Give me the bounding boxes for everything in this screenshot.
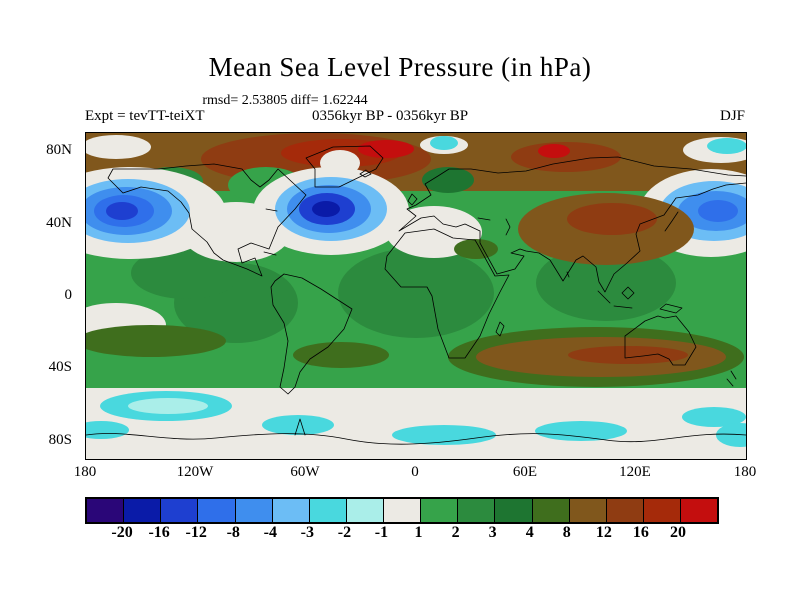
colorbar-tick-label: 2 (451, 524, 460, 541)
anomaly-region (535, 421, 627, 441)
anomaly-region (106, 202, 138, 220)
world-anomaly-map (86, 133, 746, 459)
lon-tick-label: 0 (411, 464, 419, 480)
colorbar-cell (87, 499, 125, 522)
lon-tick-label: 180 (733, 464, 757, 480)
colorbar-tick-label: 8 (562, 524, 571, 541)
anomaly-region (698, 200, 738, 222)
anomaly-region (358, 140, 414, 158)
anomaly-region (422, 167, 474, 193)
anomaly-region (86, 421, 129, 439)
anomaly-region (293, 342, 389, 368)
colorbar-tick-label: -12 (185, 524, 207, 541)
colorbar-cell (124, 499, 162, 522)
colorbar-cell (495, 499, 533, 522)
anomaly-region (538, 144, 570, 158)
anomaly-region (86, 135, 151, 159)
lat-tick-label: 40S (48, 359, 72, 376)
colorbar-cell (643, 499, 681, 522)
colorbar-tick-label: 20 (669, 524, 686, 541)
africa-coastline (384, 228, 510, 359)
anomaly-region (568, 346, 688, 364)
anomaly-region (682, 407, 746, 427)
colorbar-tick-label: -3 (300, 524, 315, 541)
colorbar-tick-label: -1 (374, 524, 389, 541)
colorbar-cell (161, 499, 199, 522)
greenland-coastline (305, 145, 384, 188)
colorbar-tick-label: -2 (337, 524, 352, 541)
colorbar-cell (421, 499, 459, 522)
lon-tick-label: 120E (619, 464, 651, 480)
lat-tick-label: 40N (46, 214, 72, 231)
australia-coastline (624, 315, 697, 366)
anomaly-region (430, 136, 458, 150)
colorbar-cell (458, 499, 496, 522)
north-america-coastline (107, 163, 307, 277)
colorbar-tick-label: 4 (525, 524, 534, 541)
lon-tick-label: 120W (176, 464, 214, 480)
experiment-label: Expt = tevTT-teiXT (85, 108, 205, 124)
lat-tick-label: 80S (48, 431, 72, 448)
colorbar-cell (272, 499, 310, 522)
anomaly-region (716, 423, 746, 447)
islands-coastline (263, 169, 737, 387)
anomaly-region (536, 245, 676, 321)
eurasia-coastline (398, 156, 746, 293)
colorbar-labels: -20 -16 -12 -8 -4 -3 -2 -1 1 2 3 4 8 12 16 20 (85, 524, 715, 544)
antarctica-coastline (86, 418, 746, 445)
colorbar-cell (235, 499, 273, 522)
colorbar-cell (198, 499, 236, 522)
map-frame (85, 132, 747, 460)
anomaly-region (131, 247, 241, 299)
colorbar-tick-label: 3 (488, 524, 497, 541)
colorbar-cell (532, 499, 570, 522)
colorbar-cell (384, 499, 422, 522)
colorbar-cell (681, 499, 718, 522)
colorbar-cell (606, 499, 644, 522)
lon-tick-label: 60E (512, 464, 538, 480)
colorbar-tick-label: 1 (414, 524, 423, 541)
longitude-axis: 180 120W 60W 0 60E 120E 180 (74, 464, 757, 484)
anomaly-region (567, 203, 657, 235)
anomaly-region (312, 201, 340, 217)
plot-title: Mean Sea Level Pressure (in hPa) (208, 52, 592, 82)
colorbar-tick-label: -20 (111, 524, 133, 541)
anomaly-region (454, 239, 498, 259)
period-label: 0356kyr BP - 0356kyr BP (311, 108, 469, 124)
lon-tick-label: 180 (73, 464, 97, 480)
stats-line: rmsd= 2.53805 diff= 1.62244 (202, 93, 368, 108)
colorbar-tick-label: -4 (263, 524, 277, 541)
latitude-axis: 80N 40N 0 40S 80S (0, 132, 78, 458)
colorbar-tick-label: -8 (226, 524, 240, 541)
colorbar (85, 497, 719, 524)
anomaly-region (392, 425, 496, 445)
colorbar-tick-label: -16 (148, 524, 170, 541)
anomaly-region (320, 150, 360, 176)
colorbar-tick-label: 12 (595, 524, 612, 541)
south-america-coastline (270, 273, 353, 395)
coastlines (86, 145, 746, 445)
lon-tick-label: 60W (290, 464, 320, 480)
anomaly-region (707, 138, 746, 154)
lat-tick-label: 0 (64, 287, 73, 303)
season-label: DJF (719, 108, 745, 124)
colorbar-cell (569, 499, 607, 522)
anomaly-fill-regions (86, 133, 746, 459)
anomaly-region (181, 202, 291, 262)
colorbar-cell (309, 499, 347, 522)
anomaly-region (338, 248, 494, 338)
colorbar-tick-label: 16 (632, 524, 649, 541)
anomaly-region (86, 325, 226, 357)
lat-tick-label: 80N (46, 142, 72, 159)
anomaly-region (128, 398, 208, 414)
colorbar-cell (346, 499, 384, 522)
